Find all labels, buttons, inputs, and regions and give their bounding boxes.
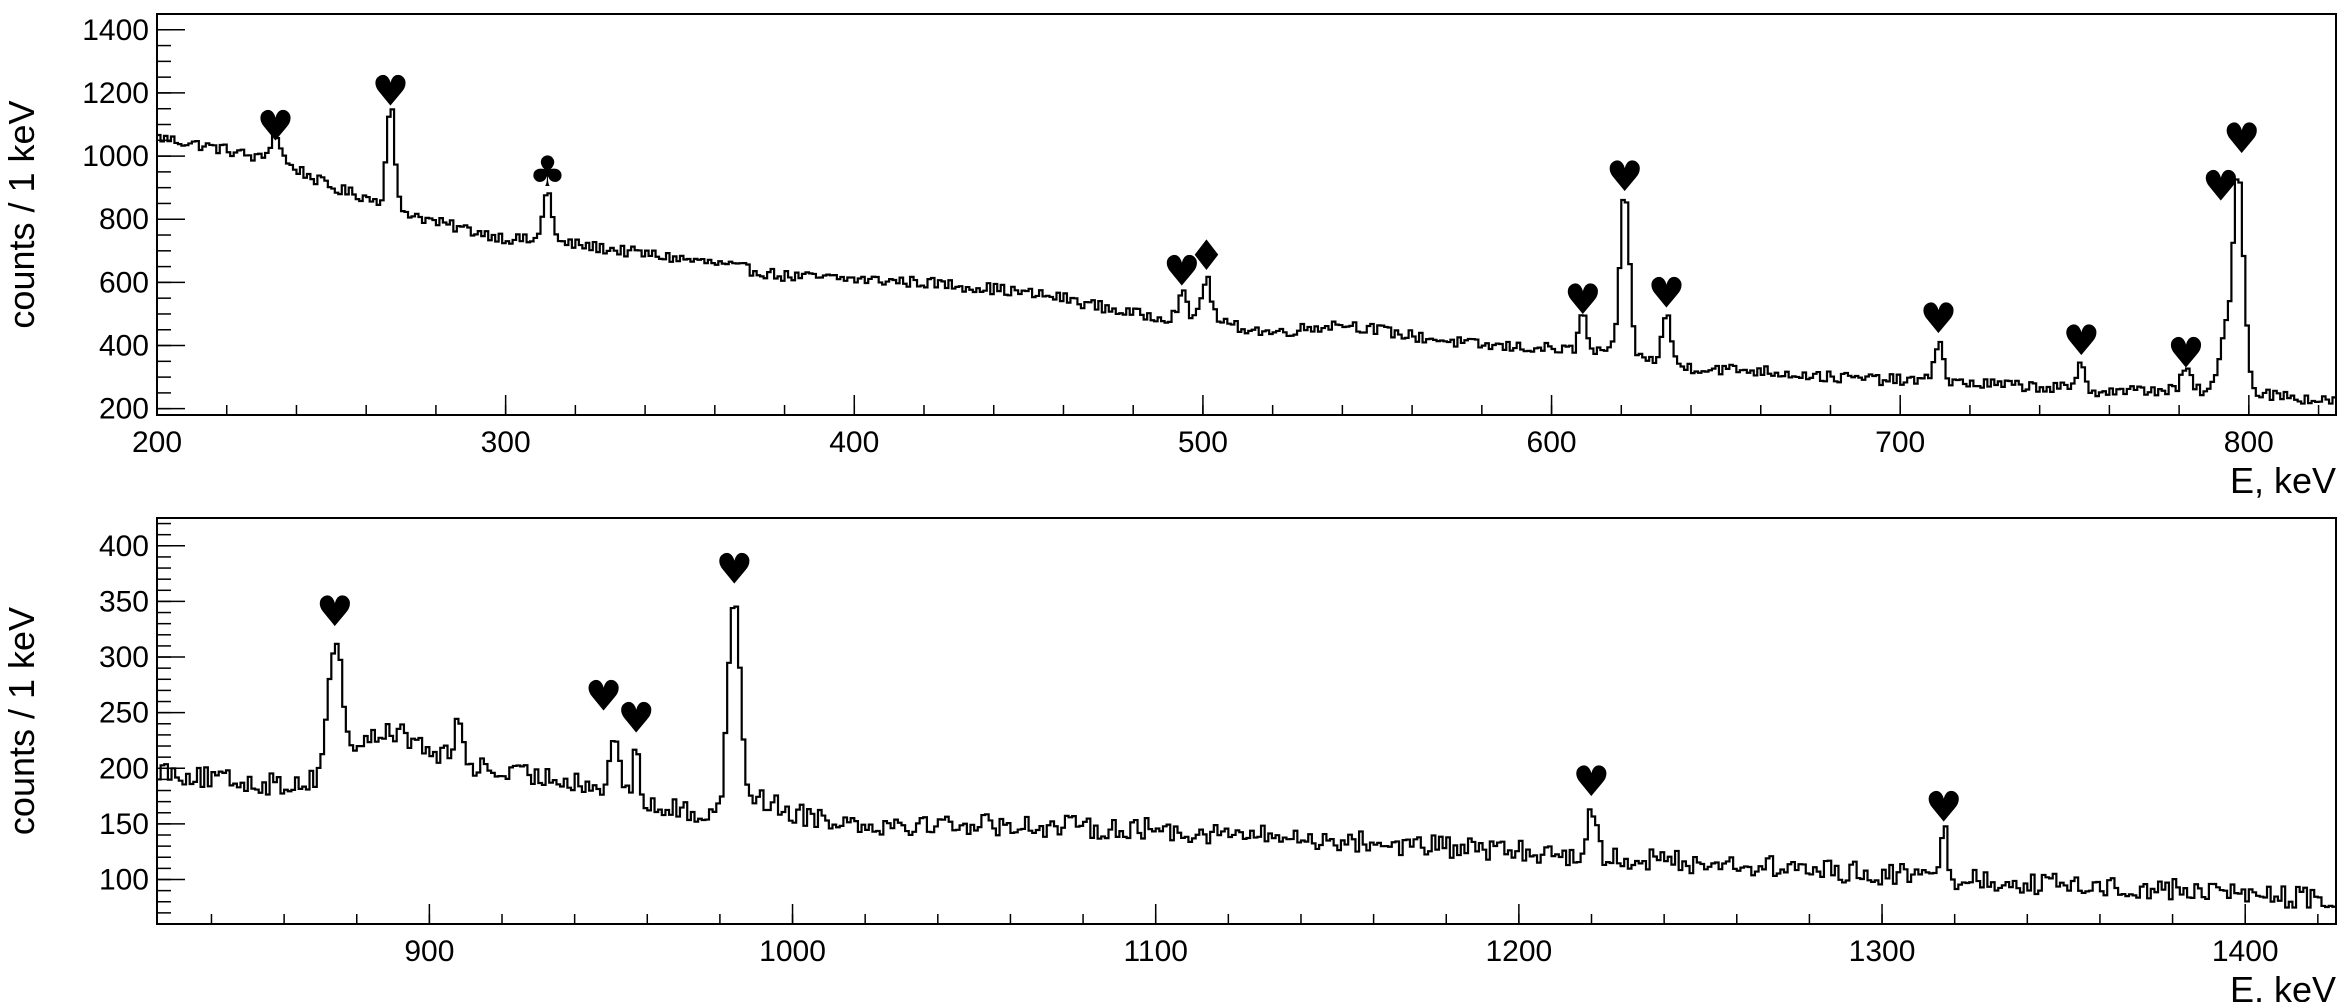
diamond-marker: ♦: [1188, 231, 1226, 280]
x-tick-label: 1100: [1123, 935, 1188, 968]
y-tick-label: 200: [99, 393, 149, 426]
x-tick-label: 1000: [759, 935, 826, 968]
panel-2: 900 1000 1100 1200 1300 1400 100 150 200 250 300 35…: [1, 517, 2337, 1002]
heart-marker: ♥: [2223, 114, 2261, 163]
x-tick-label: 1300: [1849, 935, 1916, 968]
heart-marker: ♥: [618, 694, 656, 743]
spectrum-histogram: [157, 108, 2336, 405]
x-tick-label: 700: [1875, 426, 1925, 459]
heart-marker: ♥: [1163, 247, 1201, 296]
y-tick-label: 300: [99, 641, 149, 674]
heart-marker: ♥: [1920, 294, 1958, 343]
heart-marker: ♥: [1573, 757, 1611, 806]
y-tick-label: 100: [99, 864, 149, 897]
y-tick-label: 400: [99, 330, 149, 363]
x-tick-label: 400: [829, 426, 879, 459]
y-axis-title: counts / 1 keV: [1, 607, 42, 835]
y-tick-label: 600: [99, 266, 149, 299]
club-marker: ♣: [529, 147, 567, 196]
x-tick-label: 900: [404, 935, 454, 968]
heart-marker: ♥: [372, 67, 410, 116]
y-tick-label: 250: [99, 697, 149, 730]
heart-marker: ♥: [1564, 275, 1602, 324]
y-tick-label: 200: [99, 752, 149, 785]
x-axis-title: E, keV: [2230, 969, 2336, 1002]
heart-marker: ♥: [716, 545, 754, 594]
heart-marker: ♥: [1606, 152, 1644, 201]
y-tick-label: 800: [99, 203, 149, 236]
heart-marker: ♥: [316, 587, 354, 636]
y-axis-title: counts / 1 keV: [1, 100, 42, 328]
y-tick-label: 400: [99, 530, 149, 563]
x-tick-label: 1400: [2212, 935, 2279, 968]
x-tick-label: 500: [1178, 426, 1228, 459]
heart-marker: ♥: [257, 101, 295, 150]
y-tick-label: 150: [99, 808, 149, 841]
heart-marker: ♥: [585, 671, 623, 720]
y-tick-label: 1200: [82, 77, 149, 110]
heart-marker: ♥: [2063, 316, 2101, 365]
panel-1: 200 300 400 500 600 700 800 200 400 600 800 1000 120…: [1, 13, 2337, 501]
x-tick-label: 1200: [1486, 935, 1553, 968]
x-tick-label: 600: [1527, 426, 1577, 459]
plot-frame: [156, 517, 2337, 925]
spectrum-histogram: [157, 605, 2336, 909]
plot-frame: [156, 13, 2337, 416]
heart-marker: ♥: [1925, 783, 1963, 832]
heart-marker: ♥: [1648, 269, 1686, 318]
x-tick-label: 800: [2224, 426, 2274, 459]
x-tick-label: 300: [481, 426, 531, 459]
x-axis-title: E, keV: [2230, 460, 2336, 501]
heart-marker: ♥: [2202, 161, 2240, 210]
y-tick-label: 350: [99, 585, 149, 618]
y-tick-label: 1000: [82, 140, 149, 173]
x-tick-label: 200: [132, 426, 182, 459]
y-tick-label: 1400: [82, 14, 149, 47]
heart-marker: ♥: [2167, 329, 2205, 378]
